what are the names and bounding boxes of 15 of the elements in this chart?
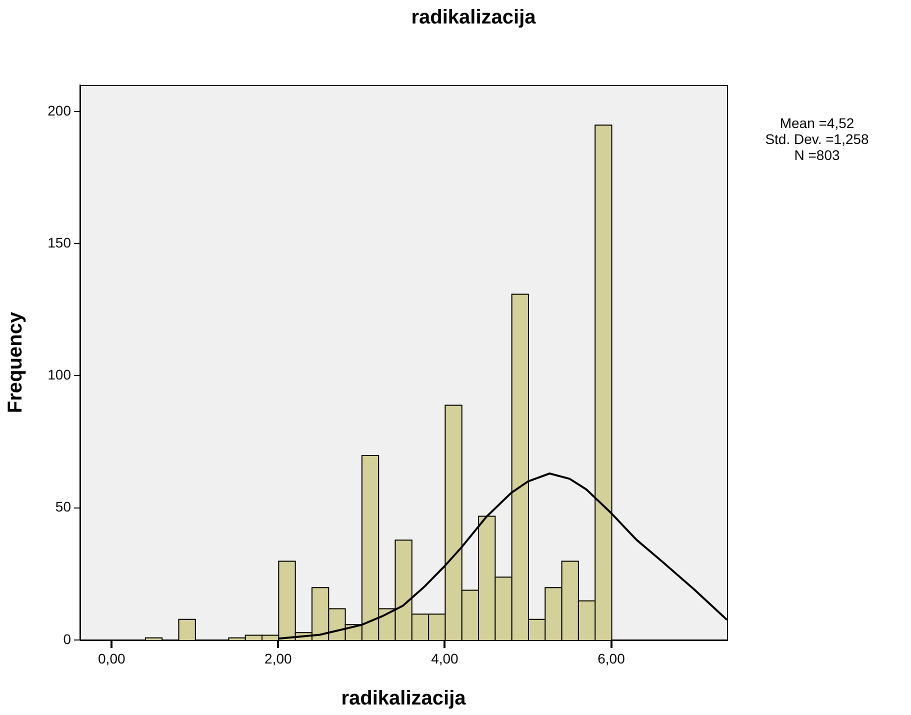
y-tick-label: 50 xyxy=(55,498,72,515)
y-tick-label: 200 xyxy=(48,102,72,118)
x-tick-label: 6,00 xyxy=(598,650,626,666)
x-tick-label: 4,00 xyxy=(431,650,459,666)
chart-title: radikalizacija xyxy=(411,6,537,29)
y-tick-label: 0 xyxy=(63,630,72,647)
text: N =803 xyxy=(794,146,840,163)
y-tick-label: 150 xyxy=(48,234,72,250)
y-tick-label: 100 xyxy=(48,366,72,383)
x-tick-label: 0,00 xyxy=(98,650,126,666)
text: Std. Dev. =1,258 xyxy=(765,130,870,147)
x-axis-title: radikalizacija xyxy=(341,688,467,710)
x-tick-label: 2,00 xyxy=(264,650,292,666)
text: Mean =4,52 xyxy=(780,114,854,131)
y-axis-title: Frequency xyxy=(4,311,27,414)
